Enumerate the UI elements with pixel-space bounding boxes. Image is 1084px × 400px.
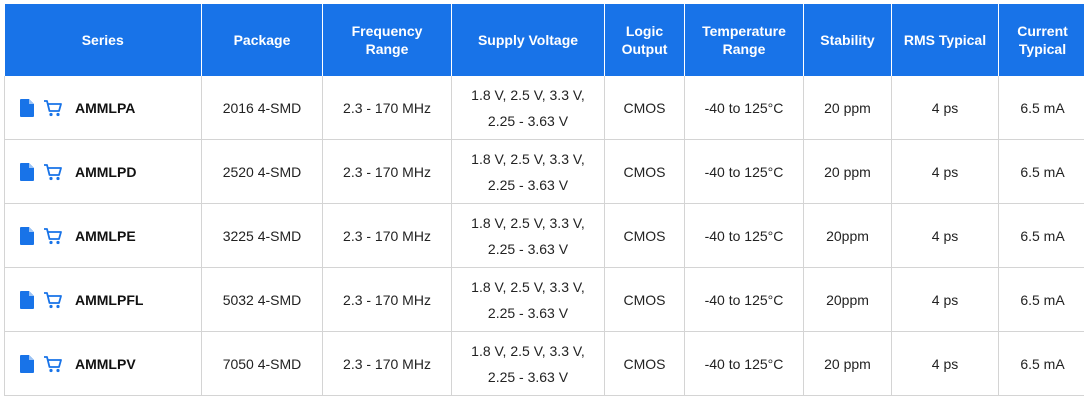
package-cell: 7050 4-SMD bbox=[201, 331, 323, 396]
voltage-cell: 1.8 V, 2.5 V, 3.3 V, 2.25 - 3.63 V bbox=[451, 203, 605, 268]
table-row: AMMLPV 7050 4-SMD 2.3 - 170 MHz 1.8 V, 2… bbox=[4, 331, 1084, 396]
series-name-link[interactable]: AMMLPE bbox=[75, 227, 136, 244]
voltage-line-2: 2.25 - 3.63 V bbox=[487, 176, 569, 193]
header-package[interactable]: Package bbox=[201, 4, 323, 76]
logic-cell: CMOS bbox=[604, 267, 685, 332]
temperature-cell: -40 to 125°C bbox=[684, 203, 804, 268]
temperature-cell: -40 to 125°C bbox=[684, 267, 804, 332]
temperature-cell: -40 to 125°C bbox=[684, 331, 804, 396]
voltage-line-2: 2.25 - 3.63 V bbox=[487, 368, 569, 385]
rms-cell: 4 ps bbox=[891, 203, 999, 268]
header-logic-output-label: Logic Output bbox=[621, 23, 668, 57]
shopping-cart-icon[interactable] bbox=[43, 162, 63, 182]
rms-cell: 4 ps bbox=[891, 76, 999, 140]
package-cell: 2520 4-SMD bbox=[201, 139, 323, 204]
voltage-cell: 1.8 V, 2.5 V, 3.3 V, 2.25 - 3.63 V bbox=[451, 331, 605, 396]
shopping-cart-icon[interactable] bbox=[43, 98, 63, 118]
header-current-typical[interactable]: Current Typical bbox=[998, 4, 1084, 76]
logic-cell: CMOS bbox=[604, 139, 685, 204]
header-row: Series Package Frequency Range Supply Vo… bbox=[4, 4, 1084, 76]
stability-cell: 20ppm bbox=[803, 203, 892, 268]
header-stability[interactable]: Stability bbox=[803, 4, 892, 76]
current-cell: 6.5 mA bbox=[998, 203, 1084, 268]
table-body: AMMLPA 2016 4-SMD 2.3 - 170 MHz 1.8 V, 2… bbox=[4, 76, 1084, 396]
document-icon[interactable] bbox=[17, 162, 37, 182]
document-icon[interactable] bbox=[17, 354, 37, 374]
header-supply-voltage[interactable]: Supply Voltage bbox=[451, 4, 605, 76]
rms-cell: 4 ps bbox=[891, 139, 999, 204]
series-cell: AMMLPE bbox=[4, 203, 202, 268]
current-cell: 6.5 mA bbox=[998, 267, 1084, 332]
frequency-cell: 2.3 - 170 MHz bbox=[322, 267, 452, 332]
voltage-line-1: 1.8 V, 2.5 V, 3.3 V, bbox=[471, 342, 585, 359]
voltage-cell: 1.8 V, 2.5 V, 3.3 V, 2.25 - 3.63 V bbox=[451, 139, 605, 204]
series-cell: AMMLPA bbox=[4, 76, 202, 140]
table-header: Series Package Frequency Range Supply Vo… bbox=[4, 4, 1084, 76]
document-icon[interactable] bbox=[17, 98, 37, 118]
voltage-cell: 1.8 V, 2.5 V, 3.3 V, 2.25 - 3.63 V bbox=[451, 267, 605, 332]
current-cell: 6.5 mA bbox=[998, 76, 1084, 140]
frequency-cell: 2.3 - 170 MHz bbox=[322, 203, 452, 268]
stability-cell: 20 ppm bbox=[803, 331, 892, 396]
series-cell: AMMLPD bbox=[4, 139, 202, 204]
series-cell-content: AMMLPD bbox=[17, 159, 197, 185]
logic-cell: CMOS bbox=[604, 203, 685, 268]
series-cell: AMMLPFL bbox=[4, 267, 202, 332]
spec-table: Series Package Frequency Range Supply Vo… bbox=[4, 4, 1084, 396]
package-cell: 5032 4-SMD bbox=[201, 267, 323, 332]
logic-cell: CMOS bbox=[604, 76, 685, 140]
stability-cell: 20 ppm bbox=[803, 76, 892, 140]
shopping-cart-icon[interactable] bbox=[43, 226, 63, 246]
header-frequency-range[interactable]: Frequency Range bbox=[322, 4, 452, 76]
voltage-line-1: 1.8 V, 2.5 V, 3.3 V, bbox=[471, 150, 585, 167]
rms-cell: 4 ps bbox=[891, 267, 999, 332]
header-series[interactable]: Series bbox=[4, 4, 202, 76]
table-row: AMMLPA 2016 4-SMD 2.3 - 170 MHz 1.8 V, 2… bbox=[4, 76, 1084, 140]
voltage-line-1: 1.8 V, 2.5 V, 3.3 V, bbox=[471, 86, 585, 103]
shopping-cart-icon[interactable] bbox=[43, 290, 63, 310]
voltage-line-2: 2.25 - 3.63 V bbox=[487, 240, 569, 257]
table-row: AMMLPD 2520 4-SMD 2.3 - 170 MHz 1.8 V, 2… bbox=[4, 139, 1084, 204]
header-rms-typical[interactable]: RMS Typical bbox=[891, 4, 999, 76]
header-temperature-range[interactable]: Temperature Range bbox=[684, 4, 804, 76]
series-name-link[interactable]: AMMLPD bbox=[75, 163, 137, 180]
series-name-link[interactable]: AMMLPA bbox=[75, 99, 136, 116]
voltage-line-2: 2.25 - 3.63 V bbox=[487, 304, 569, 321]
package-cell: 2016 4-SMD bbox=[201, 76, 323, 140]
shopping-cart-icon[interactable] bbox=[43, 354, 63, 374]
table-row: AMMLPE 3225 4-SMD 2.3 - 170 MHz 1.8 V, 2… bbox=[4, 203, 1084, 268]
series-cell-content: AMMLPA bbox=[17, 95, 197, 121]
header-current-typical-label: Current Typical bbox=[1017, 23, 1068, 57]
series-cell-content: AMMLPFL bbox=[17, 287, 197, 313]
frequency-cell: 2.3 - 170 MHz bbox=[322, 331, 452, 396]
series-name-link[interactable]: AMMLPV bbox=[75, 355, 136, 372]
package-cell: 3225 4-SMD bbox=[201, 203, 323, 268]
series-cell: AMMLPV bbox=[4, 331, 202, 396]
document-icon[interactable] bbox=[17, 290, 37, 310]
frequency-cell: 2.3 - 170 MHz bbox=[322, 139, 452, 204]
document-icon[interactable] bbox=[17, 226, 37, 246]
current-cell: 6.5 mA bbox=[998, 331, 1084, 396]
series-cell-content: AMMLPV bbox=[17, 351, 197, 377]
voltage-line-1: 1.8 V, 2.5 V, 3.3 V, bbox=[471, 278, 585, 295]
logic-cell: CMOS bbox=[604, 331, 685, 396]
current-cell: 6.5 mA bbox=[998, 139, 1084, 204]
header-temperature-range-label: Temperature Range bbox=[702, 23, 786, 57]
frequency-cell: 2.3 - 170 MHz bbox=[322, 76, 452, 140]
temperature-cell: -40 to 125°C bbox=[684, 139, 804, 204]
series-cell-content: AMMLPE bbox=[17, 223, 197, 249]
temperature-cell: -40 to 125°C bbox=[684, 76, 804, 140]
rms-cell: 4 ps bbox=[891, 331, 999, 396]
voltage-line-2: 2.25 - 3.63 V bbox=[487, 112, 569, 129]
header-logic-output[interactable]: Logic Output bbox=[604, 4, 685, 76]
voltage-line-1: 1.8 V, 2.5 V, 3.3 V, bbox=[471, 214, 585, 231]
table-row: AMMLPFL 5032 4-SMD 2.3 - 170 MHz 1.8 V, … bbox=[4, 267, 1084, 332]
series-name-link[interactable]: AMMLPFL bbox=[75, 291, 144, 308]
header-frequency-range-label: Frequency Range bbox=[351, 23, 423, 57]
voltage-cell: 1.8 V, 2.5 V, 3.3 V, 2.25 - 3.63 V bbox=[451, 76, 605, 140]
stability-cell: 20ppm bbox=[803, 267, 892, 332]
stability-cell: 20 ppm bbox=[803, 139, 892, 204]
